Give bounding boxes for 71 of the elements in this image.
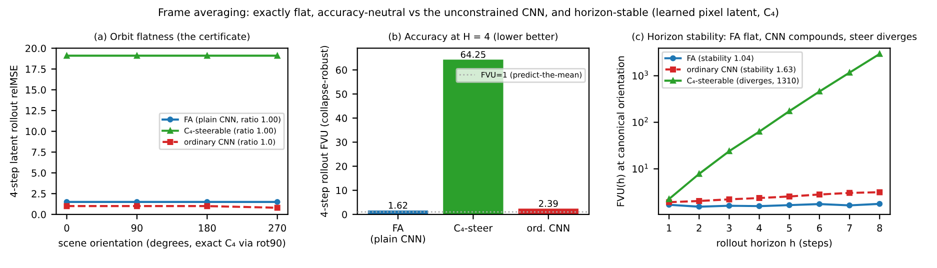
point [696,170,702,177]
y-tick-label: 10$^{2}$ [632,117,648,126]
y-tick-label: 10.0 [26,128,46,136]
x-tick-label: FA (plain CNN) [370,224,425,244]
x-tick-label: 8 [877,224,882,232]
point [816,192,822,198]
y-tick-label: 7.5 [32,148,46,156]
point [274,204,280,211]
x-axis-title: scene orientation (degrees, exact C₄ via rot90) [58,239,286,248]
point [726,196,732,202]
x-tick-label: 6 [817,224,822,232]
point [876,200,883,207]
point [134,203,140,210]
x-tick-label: ord. CNN [527,224,570,232]
y-axis-title: 4-step rollout FVU (collapse-robust) [320,46,330,217]
chart-title: (c) Horizon stability: FA flat, CNN compounds, steer diverges [632,32,917,42]
x-tick-label: 7 [847,224,852,232]
chart-title: (a) Orbit flatness (the certificate) [94,32,250,42]
point [64,52,70,59]
point [64,203,70,210]
y-tick-label: 5.0 [32,169,46,177]
y-tick-label: 0.0 [32,210,46,218]
y-tick-label: 10$^{3}$ [632,70,648,80]
y-tick-label: 10$^{1}$ [632,164,648,173]
x-tick-label: 3 [726,224,732,232]
x-tick-label: 4 [756,224,762,232]
point [274,52,280,59]
y-tick-label: 20.0 [26,44,46,52]
point [204,203,210,210]
point [696,204,702,210]
chart-title: (b) Accuracy at H = 4 (lower better) [388,32,558,42]
point [786,202,792,208]
x-tick-label: 0 [64,224,70,232]
point [846,202,853,208]
x-tick-label: C₄-steer [454,224,493,232]
x-tick-label: 2 [696,224,702,232]
x-axis-title: rollout horizon h (steps) [717,239,832,248]
y-tick-label: 60 [336,66,347,74]
y-tick-label: 17.5 [26,66,46,73]
y-tick-label: 30 [336,138,347,146]
y-tick-label: 20 [336,162,347,170]
y-tick-label: 40 [336,114,347,122]
x-tick-label: 5 [787,224,792,232]
point [726,202,732,209]
y-axis-title: FVU(h) at canonical orientation [616,56,626,206]
y-tick-label: 15.0 [26,86,46,94]
point [274,198,280,205]
x-tick-label: 90 [131,224,142,232]
point [786,193,792,200]
text: Frame averaging: exactly flat, accuracy-neutral vs the unconstrained CNN, and horizon-stable (learned pixel latent, C₄) [158,8,778,18]
data-label: 64.25 [460,51,486,58]
y-tick-label: 12.5 [26,107,46,114]
point [816,88,822,94]
y-tick-label: 10 [336,186,347,194]
y-tick-label: 50 [336,90,347,98]
point [876,50,883,57]
x-tick-label: 270 [268,224,286,232]
x-tick-label: 1 [667,224,672,232]
y-axis-title: 4-step latent rollout relMSE [10,66,20,198]
x-tick-label: 180 [198,224,216,232]
y-tick-label: 0 [342,210,347,218]
data-label: 1.62 [388,202,408,209]
point [846,190,853,196]
point [756,195,762,202]
y-tick-label: 2.5 [32,190,46,198]
point [696,198,702,204]
data-label: 2.39 [539,200,558,207]
point [876,189,883,196]
point [204,52,210,59]
point [816,201,822,208]
point [756,203,762,210]
